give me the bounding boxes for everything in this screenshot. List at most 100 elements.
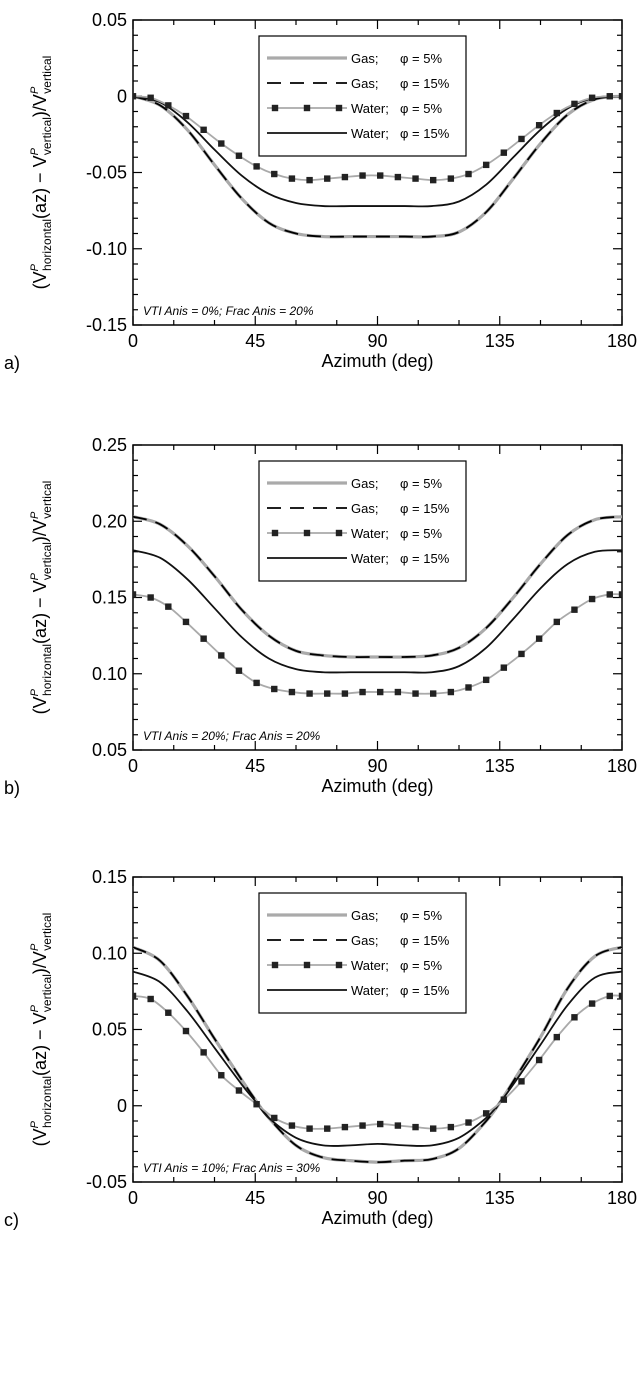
data-point xyxy=(288,1122,296,1129)
data-point xyxy=(253,163,260,170)
legend-phi: φ = 15% xyxy=(400,76,450,91)
data-point xyxy=(465,684,472,691)
data-point xyxy=(500,149,508,156)
data-point xyxy=(429,176,437,184)
y-tick-label: 0.05 xyxy=(92,1020,127,1040)
legend-phi: φ = 15% xyxy=(400,551,450,566)
data-point xyxy=(253,679,260,687)
data-point xyxy=(377,172,384,179)
data-point xyxy=(200,1049,207,1056)
series-group xyxy=(133,945,622,1164)
data-point xyxy=(571,1014,578,1021)
y-tick-label: -0.15 xyxy=(86,315,127,335)
y-title-open: (V xyxy=(30,1128,50,1146)
data-point xyxy=(482,161,490,169)
data-point xyxy=(606,992,613,1000)
series-line-gas15 xyxy=(133,515,622,658)
y-title-close: )/V xyxy=(30,519,50,542)
data-point xyxy=(482,1110,490,1117)
data-point xyxy=(518,135,525,143)
data-point xyxy=(324,690,331,697)
data-point xyxy=(465,1119,472,1126)
legend-label: Water; xyxy=(351,983,389,998)
legend: Gas; φ = 5% Gas; φ = 15% Water; φ = 5% Water; φ… xyxy=(258,35,467,157)
data-point xyxy=(147,594,154,601)
data-point xyxy=(165,603,172,610)
data-point xyxy=(447,688,455,696)
legend-box xyxy=(258,892,467,1014)
legend-label: Gas; xyxy=(351,51,378,66)
legend-marker xyxy=(335,104,343,112)
x-tick-label: 90 xyxy=(367,331,387,351)
legend-label: Gas; xyxy=(351,908,378,923)
data-point xyxy=(394,1122,402,1129)
data-point xyxy=(133,93,137,100)
y-axis-title: (VPhorizontal(az) − VPvertical)/VPvertic… xyxy=(29,56,54,290)
legend-marker xyxy=(271,961,279,969)
legend-phi: φ = 15% xyxy=(400,126,450,141)
y-title-sup: P xyxy=(29,572,41,580)
data-point xyxy=(253,1101,260,1108)
y-title-mid: (az) − V xyxy=(30,155,50,219)
data-point xyxy=(394,173,402,181)
x-axis-title: Azimuth (deg) xyxy=(321,1208,433,1228)
x-tick-label: 135 xyxy=(485,1188,515,1208)
series-line-water15 xyxy=(133,970,622,1147)
data-point xyxy=(606,93,613,100)
data-point xyxy=(341,173,349,181)
y-title-sub_v1: vertical xyxy=(40,542,54,580)
legend-label: Gas; xyxy=(351,476,378,491)
data-point xyxy=(571,606,578,613)
legend-label: Water; xyxy=(351,551,389,566)
data-point xyxy=(535,1056,543,1064)
data-point xyxy=(359,1122,366,1129)
data-point xyxy=(500,1096,508,1103)
series-line-water15 xyxy=(133,95,622,208)
data-point xyxy=(218,652,225,659)
legend-marker xyxy=(271,529,279,537)
y-tick-label: 0.15 xyxy=(92,588,127,608)
data-point xyxy=(235,667,243,674)
data-point xyxy=(359,172,366,179)
data-point xyxy=(182,618,190,626)
data-point xyxy=(412,1123,419,1131)
data-point xyxy=(518,650,525,658)
data-point xyxy=(324,1125,331,1132)
x-tick-label: 180 xyxy=(607,756,637,776)
y-title-sup: P xyxy=(29,688,41,696)
data-point xyxy=(271,1114,278,1122)
legend-box xyxy=(258,35,467,157)
y-title-sup: P xyxy=(29,1004,41,1012)
data-point xyxy=(553,618,560,626)
y-title-open: (V xyxy=(30,696,50,714)
y-title-close: )/V xyxy=(30,94,50,117)
data-point xyxy=(571,100,578,108)
legend-phi: φ = 5% xyxy=(400,526,442,541)
data-point xyxy=(606,591,613,598)
data-point xyxy=(271,685,278,693)
data-point xyxy=(359,688,366,696)
data-point xyxy=(429,690,437,697)
data-point xyxy=(588,94,596,101)
y-title-mid: (az) − V xyxy=(30,1012,50,1076)
legend: Gas; φ = 5% Gas; φ = 15% Water; φ = 5% Water; φ… xyxy=(258,892,467,1014)
data-point xyxy=(324,175,331,182)
annotation: VTI Anis = 10%; Frac Anis = 30% xyxy=(143,1161,321,1175)
data-point xyxy=(588,1000,596,1007)
data-point xyxy=(218,140,225,147)
y-title-sub_v1: vertical xyxy=(40,974,54,1012)
y-title-sub_h: horizontal xyxy=(40,644,54,696)
data-point xyxy=(500,664,508,671)
data-point xyxy=(306,1125,313,1132)
data-point xyxy=(235,152,243,159)
y-title-sub_v2: vertical xyxy=(40,481,54,519)
legend-label: Water; xyxy=(351,526,389,541)
data-point xyxy=(447,175,455,182)
legend-label: Water; xyxy=(351,126,389,141)
data-point xyxy=(235,1087,243,1094)
data-point xyxy=(133,992,137,1000)
data-point xyxy=(165,102,172,109)
